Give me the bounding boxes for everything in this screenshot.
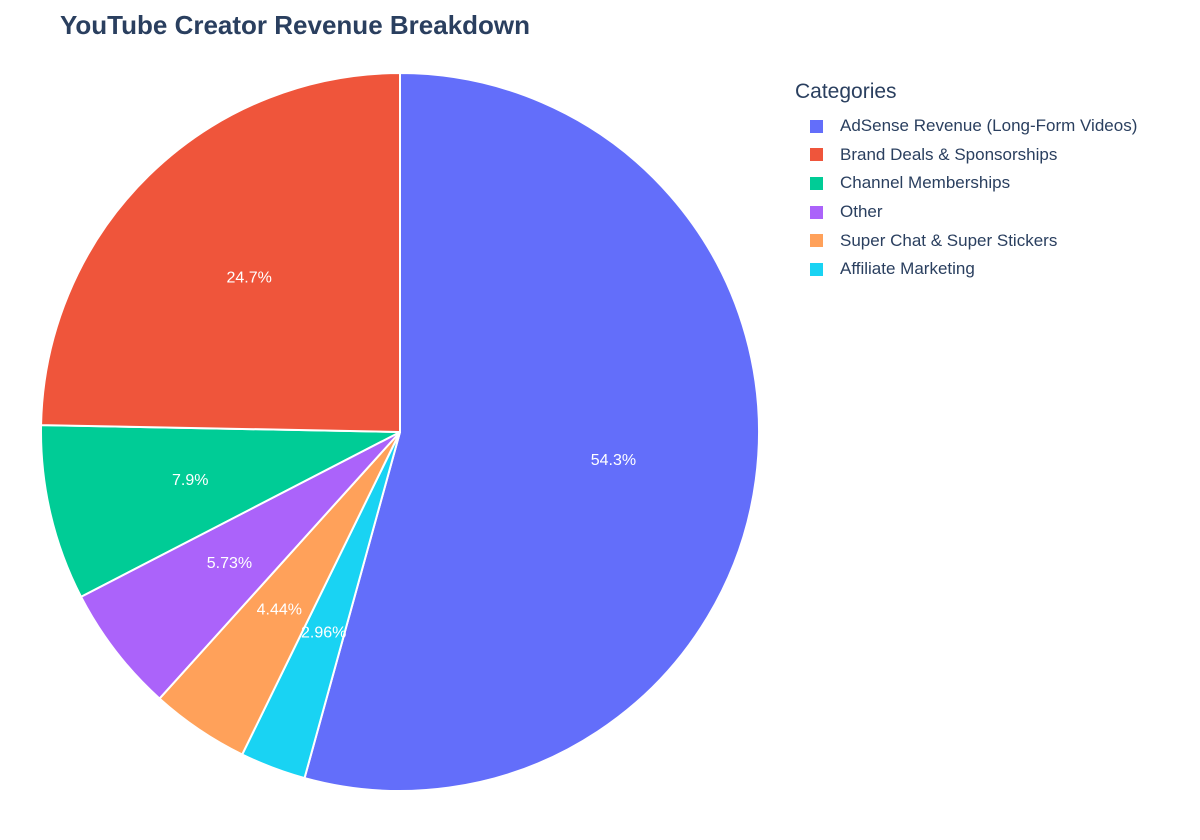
slice-label-affiliate-marketing: 2.96% (301, 625, 346, 642)
pie-slices (40, 71, 760, 792)
pie-slice-labels: 54.3% 2.96% 4.44% 5.73% 7.9% 24.7% (172, 269, 636, 641)
legend-item-affiliate-marketing[interactable]: Affiliate Marketing (795, 255, 1137, 284)
legend-label: AdSense Revenue (Long-Form Videos) (840, 116, 1138, 136)
pie-slice-brand-deals-sponsorships[interactable] (40, 71, 401, 434)
pie-slice-adsense-revenue-long-form-videos[interactable] (303, 71, 760, 792)
legend: Categories AdSense Revenue (Long-Form Vi… (795, 80, 1137, 284)
legend-item-adsense-revenue-long-form-videos[interactable]: AdSense Revenue (Long-Form Videos) (795, 112, 1137, 141)
legend-swatch (810, 119, 823, 133)
legend-items: AdSense Revenue (Long-Form Videos) Brand … (795, 112, 1137, 284)
pie-slice-other[interactable] (79, 431, 401, 700)
legend-item-brand-deals-sponsorships[interactable]: Brand Deals & Sponsorships (795, 141, 1137, 170)
legend-label: Super Chat & Super Stickers (840, 230, 1058, 250)
legend-swatch (810, 205, 823, 219)
legend-item-super-chat-super-stickers[interactable]: Super Chat & Super Stickers (795, 226, 1137, 255)
legend-label: Other (840, 202, 883, 222)
chart-title: YouTube Creator Revenue Breakdown (60, 10, 531, 40)
legend-swatch (810, 176, 823, 190)
legend-label: Brand Deals & Sponsorships (840, 144, 1058, 164)
slice-label-brand-deals-sponsorships: 24.7% (226, 269, 271, 286)
legend-swatch (810, 262, 823, 276)
legend-label: Affiliate Marketing (840, 259, 975, 279)
slice-label-super-chat-super-stickers: 4.44% (257, 602, 302, 619)
slice-label-other: 5.73% (207, 555, 252, 572)
slice-label-adsense-revenue-long-form-videos: 54.3% (591, 452, 636, 469)
pie-slice-channel-memberships[interactable] (40, 424, 401, 599)
legend-label: Channel Memberships (840, 173, 1011, 193)
legend-title: Categories (795, 80, 897, 103)
legend-swatch (810, 234, 823, 248)
legend-swatch (810, 148, 823, 162)
slice-label-channel-memberships: 7.9% (172, 472, 208, 489)
legend-item-other[interactable]: Other (795, 198, 1137, 227)
legend-item-channel-memberships[interactable]: Channel Memberships (795, 169, 1137, 198)
